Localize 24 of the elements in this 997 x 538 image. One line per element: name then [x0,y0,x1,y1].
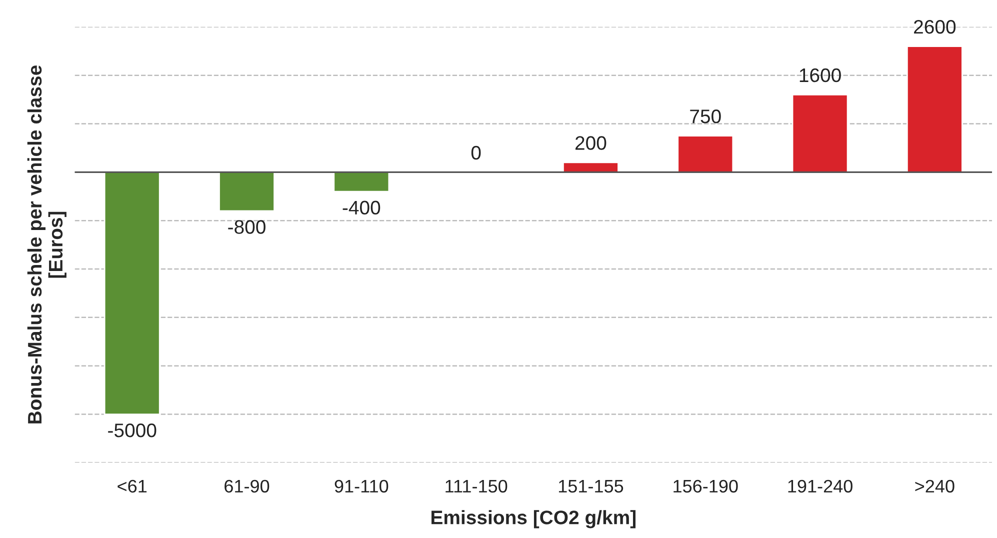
x-tick-label: 156-190 [674,480,738,493]
x-tick-label: 191-240 [788,480,852,493]
bar [792,94,848,173]
x-tick-label: <61 [118,480,147,493]
x-tick-label: 61-90 [224,480,270,493]
data-label: 750 [690,110,721,124]
data-label: 1600 [800,68,841,82]
bar [906,46,963,173]
bar [677,135,734,173]
data-label: -5000 [108,423,156,438]
data-label: 0 [471,146,481,160]
bar [333,171,390,192]
bar [104,171,160,415]
x-tick-label: 111-150 [446,480,508,493]
data-label: 2600 [914,20,956,34]
data-label: 200 [575,136,606,150]
data-label: -800 [228,220,266,234]
data-label: -400 [342,200,380,215]
x-axis-title: Emissions [CO2 g/km] [432,510,636,528]
bar [218,171,275,212]
y-axis-title: Bonus-Malus schele per vehicle classe [Euros] [27,65,66,424]
x-tick-label: 91-110 [334,480,388,493]
x-tick-label: 151-155 [558,480,624,493]
x-tick-label: >240 [915,480,954,493]
